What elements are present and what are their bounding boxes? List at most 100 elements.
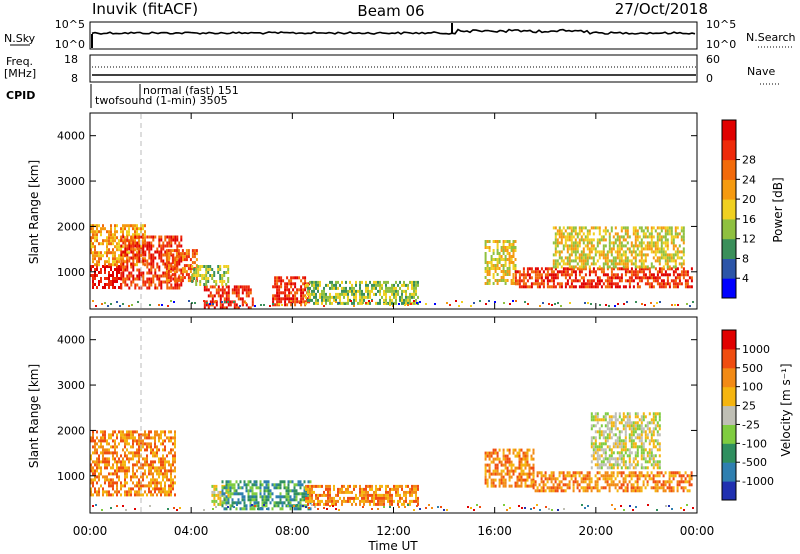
scatter-cell [612,235,615,239]
scatter-cell [624,256,627,260]
scatter-cell [630,250,633,254]
scatter-cell [530,282,533,286]
scatter-cell [313,502,315,506]
scatter-cell [526,279,529,283]
scatter-cell [518,273,521,277]
scatter-cell [546,267,549,271]
scatter-cell [385,283,387,287]
scatter-cell [263,480,266,484]
scatter-cell [162,430,164,434]
scatter-cell [654,463,657,467]
scatter-cell [225,489,228,493]
scatter-cell [409,298,411,302]
scatter-cell [152,436,154,440]
scatter-cell [317,493,319,497]
scatter-cell [670,226,673,230]
scatter-cell [594,442,597,446]
scatter-cell [590,439,593,443]
scatter-cell [566,279,569,283]
scatter-cell [166,241,169,245]
scatter-cell [682,270,685,274]
scatter-cell [496,252,499,255]
scatter-cell [656,256,659,260]
scatter-cell [614,427,617,431]
scatter-cell [138,460,140,464]
scatter-cell [311,289,313,293]
scatter-cell [552,279,555,283]
scatter-cell [173,261,176,265]
scatter-cell [367,490,369,494]
scatter-cell [300,294,303,298]
scatter-cell [166,472,168,476]
scatter-cell [624,244,627,248]
scatter-cell [640,471,643,475]
scatter-cell [116,469,118,473]
scatter-cell [167,258,170,262]
scatter-cell [612,424,615,428]
scatter-cell [614,232,617,236]
scatter-cell [656,250,659,254]
scatter-cell [315,280,317,284]
scatter-cell [191,261,194,265]
scatter-cell [383,289,385,293]
scatter-cell [682,267,685,271]
scatter-cell [670,256,673,260]
scatter-cell [656,279,659,283]
scatter-cell [492,240,495,243]
scatter-cell [502,478,505,482]
scatter-cell [136,268,139,272]
scatter-cell [327,499,329,503]
scatter-cell [484,270,487,273]
scatter-cell [377,496,379,500]
scatter-cell [443,509,445,511]
scatter-cell [574,250,577,254]
scatter-cell [574,270,577,274]
scatter-cell [554,259,557,263]
scatter-cell [644,247,647,251]
scatter-cell [628,454,631,458]
scatter-cell [508,255,511,258]
scatter-cell [387,490,389,494]
scatter-cell [680,474,683,478]
scatter-cell [578,229,581,233]
scatter-cell [650,241,653,245]
scatter-cell [686,282,689,286]
scatter-cell [514,466,517,470]
scatter-cell [205,285,208,289]
scatter-cell [648,430,651,434]
scatter-cell [213,306,216,310]
scatter-cell [588,486,591,490]
scatter-cell [217,502,220,506]
scatter-cell [652,477,655,481]
scatter-cell [485,303,487,305]
scatter-cell [96,230,98,234]
scatter-cell [124,260,126,264]
scatter-cell [132,469,134,473]
scatter-cell [514,273,517,277]
scatter-cell [281,495,284,499]
scatter-cell [92,481,94,485]
scatter-cell [118,260,120,264]
scatter-cell [225,283,228,286]
scatter-cell [164,475,166,479]
scatter-cell [634,480,637,484]
scatter-cell [116,260,118,264]
scatter-cell [560,480,563,484]
scatter-cell [112,239,114,243]
scatter-cell [162,274,165,278]
scatter-cell [175,252,178,256]
scatter-cell [393,286,395,290]
scatter-cell [516,279,519,283]
scatter-cell [379,289,381,293]
scatter-cell [600,285,603,289]
scatter-cell [658,282,661,286]
scatter-cell [562,226,565,230]
scatter-cell [164,481,166,485]
scatter-cell [134,256,137,260]
scatter-cell [247,294,250,298]
scatter-cell [652,442,655,446]
scatter-cell [290,282,293,286]
scatter-cell [602,273,605,277]
scatter-cell [574,226,577,230]
scatter-cell [405,493,407,497]
